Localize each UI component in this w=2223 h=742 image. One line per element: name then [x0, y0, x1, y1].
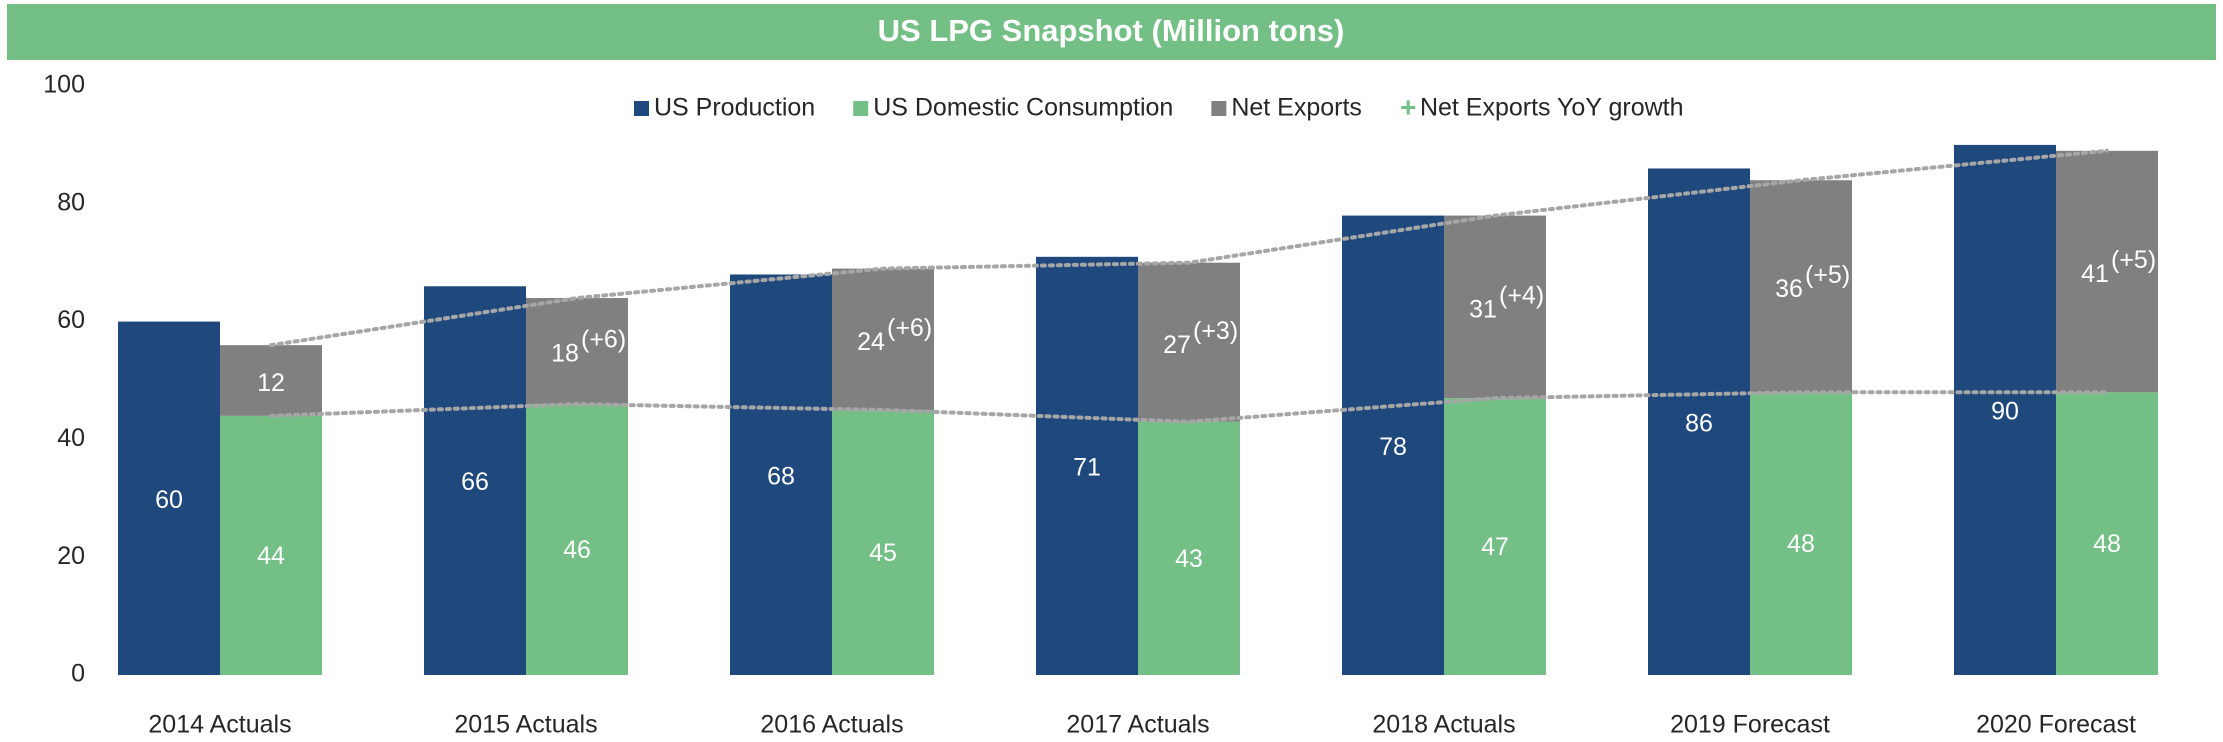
value-label: 36: [1775, 275, 1803, 303]
y-tick-label: 80: [57, 188, 85, 216]
value-label: 27: [1163, 331, 1191, 359]
bar: [730, 274, 832, 675]
chart-title: US LPG Snapshot (Million tons): [878, 13, 1345, 48]
value-label: 31: [1469, 295, 1497, 323]
bar: [1138, 262, 1240, 422]
yoy-label: (+5): [1805, 261, 1850, 289]
value-label: 71: [1073, 454, 1101, 482]
yoy-label: (+5): [2111, 246, 2156, 274]
legend-label: Net Exports YoY growth: [1420, 94, 1684, 122]
y-tick-label: 0: [71, 660, 85, 688]
legend-label: Net Exports: [1231, 94, 1362, 122]
bar: [1444, 398, 1546, 675]
bar: [220, 345, 322, 416]
trend-line: [269, 148, 2109, 348]
legend-label: US Production: [654, 94, 815, 122]
y-tick-label: 40: [57, 424, 85, 452]
value-label: 12: [257, 369, 285, 397]
y-tick-label: 20: [57, 542, 85, 570]
bar: [2056, 392, 2158, 675]
value-label: 48: [2093, 530, 2121, 558]
bar: [1444, 215, 1546, 399]
x-tick-label: 2018 Actuals: [1372, 711, 1515, 739]
bar: [220, 415, 322, 675]
bar: [1750, 180, 1852, 393]
value-label: 78: [1379, 433, 1407, 461]
legend-swatch: [1211, 101, 1227, 116]
bar: [1750, 392, 1852, 675]
x-tick-label: 2015 Actuals: [454, 711, 597, 739]
value-label: 45: [869, 539, 897, 567]
y-tick-label: 100: [43, 71, 85, 99]
yoy-label: (+6): [581, 326, 626, 354]
value-label: 48: [1787, 530, 1815, 558]
y-tick-label: 60: [57, 306, 85, 334]
yoy-label: (+4): [1499, 281, 1544, 309]
value-label: 41: [2081, 260, 2109, 288]
x-tick-label: 2014 Actuals: [148, 711, 291, 739]
value-label: 43: [1175, 545, 1203, 573]
bar: [832, 409, 934, 675]
legend-label: US Domestic Consumption: [873, 94, 1173, 122]
bar: [1138, 421, 1240, 675]
x-tick-label: 2016 Actuals: [760, 711, 903, 739]
value-label: 68: [767, 462, 795, 490]
value-label: 24: [857, 328, 885, 356]
value-label: 86: [1685, 409, 1713, 437]
x-tick-label: 2017 Actuals: [1066, 711, 1209, 739]
value-label: 90: [1991, 398, 2019, 426]
yoy-label: (+6): [887, 314, 932, 342]
bar: [526, 404, 628, 675]
bar: [424, 286, 526, 675]
value-label: 18: [551, 340, 579, 368]
bar: [1954, 144, 2056, 675]
legend-swatch: [853, 101, 869, 116]
legend-swatch: [634, 101, 649, 116]
bar: [1648, 168, 1750, 675]
bar: [118, 321, 220, 675]
trend-line: [269, 390, 2109, 424]
x-tick-label: 2019 Forecast: [1670, 711, 1830, 739]
x-tick-label: 2020 Forecast: [1976, 711, 2136, 739]
title-bar: [7, 4, 2216, 60]
bar: [1036, 256, 1138, 675]
bar: [2056, 150, 2158, 393]
value-label: 46: [563, 536, 591, 564]
value-label: 60: [155, 486, 183, 514]
legend-marker: +: [1400, 91, 1416, 122]
value-label: 66: [461, 468, 489, 496]
yoy-label: (+3): [1193, 317, 1238, 345]
value-label: 47: [1481, 533, 1509, 561]
bar: [832, 268, 934, 410]
bar: [1342, 215, 1444, 675]
bar: [526, 298, 628, 405]
value-label: 44: [257, 542, 285, 570]
